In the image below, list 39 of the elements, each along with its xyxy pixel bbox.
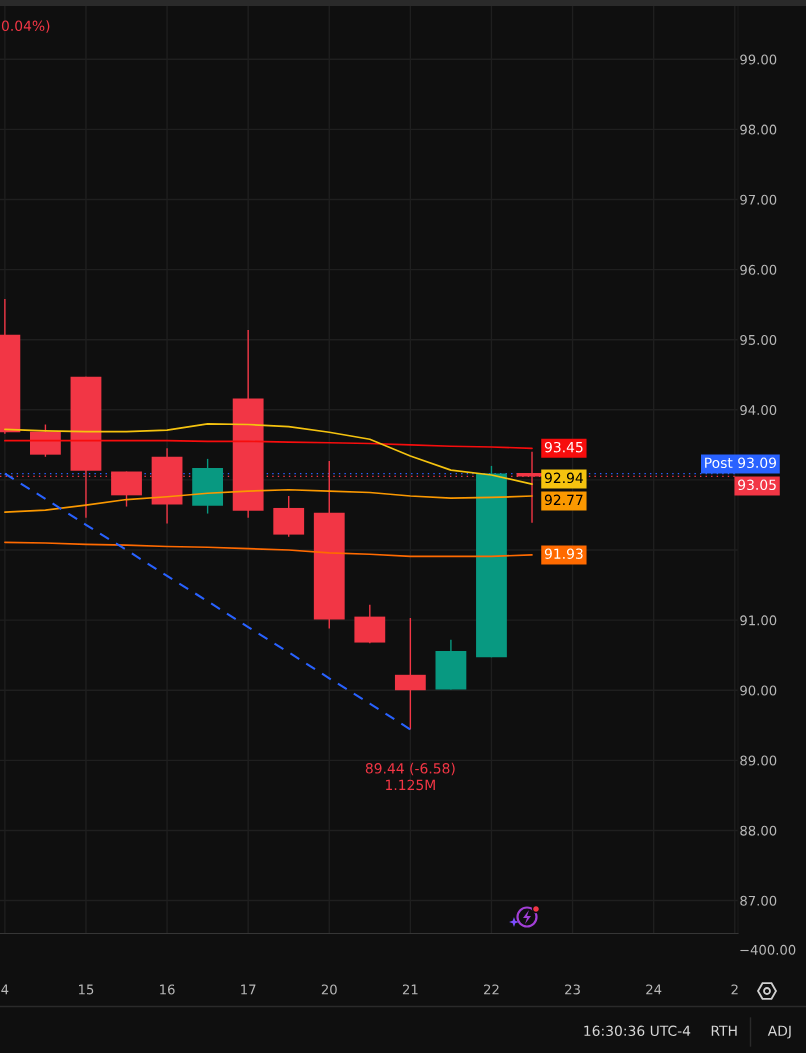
data-label: 92.94 bbox=[544, 472, 583, 484]
line-series bbox=[3, 472, 412, 731]
y-tick-label: 96.00 bbox=[740, 264, 777, 275]
ref-line-label: 93.05 bbox=[738, 479, 776, 491]
y-tick-label: 90.00 bbox=[740, 685, 777, 696]
annotation: 0.04%) bbox=[1, 20, 50, 33]
x-tick-label: 2 bbox=[731, 984, 738, 995]
y-tick-label: 88.00 bbox=[740, 825, 777, 836]
y-tick-label: 87.00 bbox=[740, 895, 777, 906]
x-tick-label: 24 bbox=[646, 984, 662, 995]
y-tick-label: 91.00 bbox=[740, 615, 777, 626]
x-tick-label: 4 bbox=[1, 984, 9, 995]
y-tick-label: 98.00 bbox=[740, 124, 777, 135]
text: −400.00 bbox=[740, 944, 796, 955]
y-tick-label: 95.00 bbox=[740, 334, 777, 345]
data-label: 93.45 bbox=[544, 441, 583, 453]
ref-line-label: Post 93.09 bbox=[705, 457, 777, 469]
line-series bbox=[4, 439, 533, 450]
y-tick-label: 99.00 bbox=[740, 54, 777, 65]
x-tick-label: 15 bbox=[79, 984, 94, 995]
y-tick-label: 89.00 bbox=[740, 755, 777, 766]
candlestick bbox=[394, 617, 426, 731]
text: 16:30:36 UTC-4 bbox=[584, 1025, 691, 1037]
y-tick-label: 94.00 bbox=[740, 405, 777, 416]
annotation: 89.44 (-6.58) 1.125M bbox=[365, 762, 455, 791]
text: RTH bbox=[711, 1025, 737, 1036]
x-tick-label: 22 bbox=[484, 984, 499, 995]
x-tick-label: 23 bbox=[565, 984, 580, 995]
line-series bbox=[4, 541, 533, 558]
line-series bbox=[4, 422, 533, 485]
x-tick-label: 16 bbox=[160, 984, 175, 995]
data-label: 91.93 bbox=[544, 548, 583, 559]
x-tick-label: 20 bbox=[321, 984, 337, 995]
data-label: 92.77 bbox=[544, 494, 583, 506]
text: ADJ bbox=[767, 1025, 791, 1039]
x-tick-label: 21 bbox=[402, 984, 418, 995]
x-tick-label: 17 bbox=[241, 984, 256, 995]
y-tick-label: 97.00 bbox=[740, 194, 777, 205]
line-series bbox=[4, 488, 533, 513]
